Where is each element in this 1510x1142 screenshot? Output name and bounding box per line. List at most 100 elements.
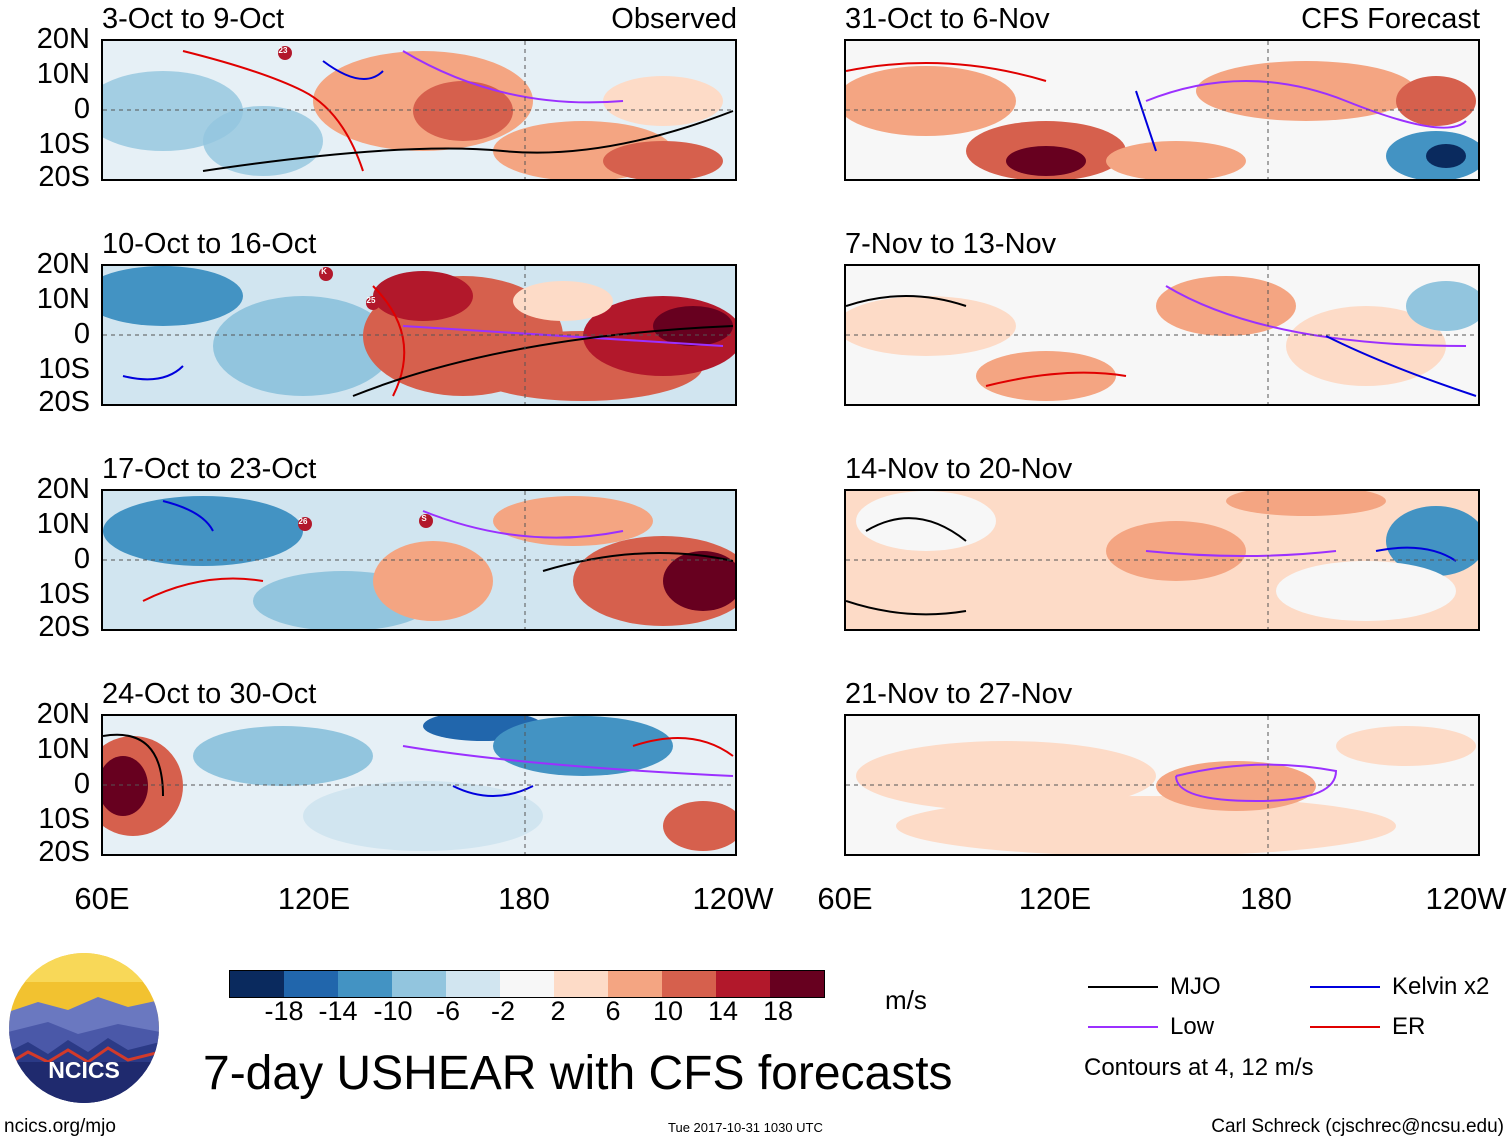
lat-label: 0 — [73, 318, 90, 350]
lat-label: 20S — [38, 611, 90, 643]
colorbar-swatch — [770, 971, 824, 997]
colorbar-tick: -10 — [373, 996, 413, 1026]
panel-title: 3-Oct to 9-Oct — [102, 3, 285, 35]
shear-field — [846, 41, 1478, 179]
legend-er: ER — [1310, 1015, 1425, 1039]
panel-tag-observed: Observed — [611, 3, 737, 35]
colorbar-tick: -2 — [490, 996, 516, 1026]
lon-label: 180 — [1240, 881, 1292, 916]
shear-field — [846, 491, 1478, 629]
footer-timestamp: Tue 2017-10-31 1030 UTC — [668, 1120, 823, 1135]
map-panel-fcst-2 — [844, 264, 1480, 406]
colorbar-swatch — [446, 971, 500, 997]
legend-mjo: MJO — [1088, 975, 1221, 999]
lat-label: 20N — [36, 473, 90, 505]
lat-label: 0 — [73, 543, 90, 575]
panel-title: 7-Nov to 13-Nov — [845, 228, 1057, 260]
colorbar-swatch — [392, 971, 446, 997]
panel-title: 31-Oct to 6-Nov — [845, 3, 1050, 35]
panel-title: 24-Oct to 30-Oct — [102, 678, 317, 710]
lat-label: 20N — [36, 23, 90, 55]
panel-title: 14-Nov to 20-Nov — [845, 453, 1073, 485]
panel-title: 10-Oct to 16-Oct — [102, 228, 317, 260]
map-panel-fcst-4 — [844, 714, 1480, 856]
logo-text: NCICS — [48, 1057, 120, 1083]
ncics-logo[interactable]: NCICS — [8, 952, 160, 1104]
map-panel-fcst-1 — [844, 39, 1480, 181]
colorbar-swatch — [338, 971, 392, 997]
colorbar-swatch — [662, 971, 716, 997]
legend-kelvin: Kelvin x2 — [1310, 975, 1489, 999]
storm-marker-label: 23 — [278, 46, 288, 55]
map-panel-obs-2 — [101, 264, 737, 406]
map-panel-obs-1 — [101, 39, 737, 181]
lat-label: 0 — [73, 768, 90, 800]
lat-label: 10S — [38, 578, 90, 610]
lat-label: 20S — [38, 161, 90, 193]
panel-tag-forecast: CFS Forecast — [1301, 3, 1480, 35]
legend-low: Low — [1088, 1015, 1214, 1039]
lon-label: 120E — [277, 881, 351, 916]
colorbar-swatch — [608, 971, 662, 997]
colorbar-tick: -18 — [264, 996, 304, 1026]
lon-label: 60E — [817, 881, 873, 916]
colorbar-tick: 18 — [762, 996, 794, 1026]
colorbar — [229, 970, 825, 998]
shear-field — [103, 716, 735, 854]
colorbar-tick: -14 — [318, 996, 358, 1026]
legend-label: Low — [1170, 1013, 1215, 1040]
colorbar-units: m/s — [885, 985, 927, 1015]
lat-label: 10N — [36, 733, 90, 765]
shear-field — [846, 716, 1478, 854]
lat-label: 10S — [38, 353, 90, 385]
lon-label: 120E — [1018, 881, 1092, 916]
colorbar-tick: 2 — [550, 996, 566, 1026]
lat-label: 20S — [38, 836, 90, 868]
colorbar-swatch — [284, 971, 338, 997]
shear-field — [103, 266, 735, 404]
shear-field — [846, 266, 1478, 404]
footer-author: Carl Schreck (cjschrec@ncsu.edu) — [1211, 1116, 1504, 1137]
colorbar-swatch — [716, 971, 770, 997]
colorbar-tick: -6 — [435, 996, 461, 1026]
lat-label: 20N — [36, 698, 90, 730]
colorbar-tick: 6 — [605, 996, 621, 1026]
storm-marker-label: S — [421, 514, 427, 523]
storm-marker-label: 25 — [366, 296, 376, 305]
lon-label: 120W — [1425, 881, 1507, 916]
legend-line — [1088, 1026, 1158, 1028]
storm-marker-label: 26 — [298, 517, 308, 526]
legend-note: Contours at 4, 12 m/s — [1084, 1054, 1314, 1081]
lat-label: 20N — [36, 248, 90, 280]
footer-url[interactable]: ncics.org/mjo — [4, 1116, 116, 1137]
map-panel-obs-3 — [101, 489, 737, 631]
panel-title: 17-Oct to 23-Oct — [102, 453, 317, 485]
colorbar-tick: 10 — [652, 996, 684, 1026]
shear-field — [103, 491, 735, 629]
map-panel-obs-4 — [101, 714, 737, 856]
legend-label: MJO — [1170, 973, 1221, 1000]
lon-label: 180 — [498, 881, 550, 916]
legend-label: Kelvin x2 — [1392, 973, 1490, 1000]
panel-title: 21-Nov to 27-Nov — [845, 678, 1073, 710]
legend-line — [1310, 986, 1380, 988]
lat-label: 0 — [73, 93, 90, 125]
lat-label: 10S — [38, 803, 90, 835]
map-panel-fcst-3 — [844, 489, 1480, 631]
storm-marker-label: K — [321, 267, 327, 276]
lat-label: 20S — [38, 386, 90, 418]
colorbar-swatch — [554, 971, 608, 997]
figure-title: 7-day USHEAR with CFS forecasts — [203, 1047, 953, 1100]
lat-label: 10S — [38, 128, 90, 160]
colorbar-swatch — [500, 971, 554, 997]
lon-label: 60E — [74, 881, 130, 916]
lat-label: 10N — [36, 508, 90, 540]
lat-label: 10N — [36, 283, 90, 315]
legend-line — [1310, 1026, 1380, 1028]
legend-label: ER — [1392, 1013, 1426, 1040]
colorbar-swatch — [230, 971, 284, 997]
shear-field — [103, 41, 735, 179]
colorbar-tick: 14 — [707, 996, 739, 1026]
legend-line — [1088, 986, 1158, 988]
lat-label: 10N — [36, 58, 90, 90]
